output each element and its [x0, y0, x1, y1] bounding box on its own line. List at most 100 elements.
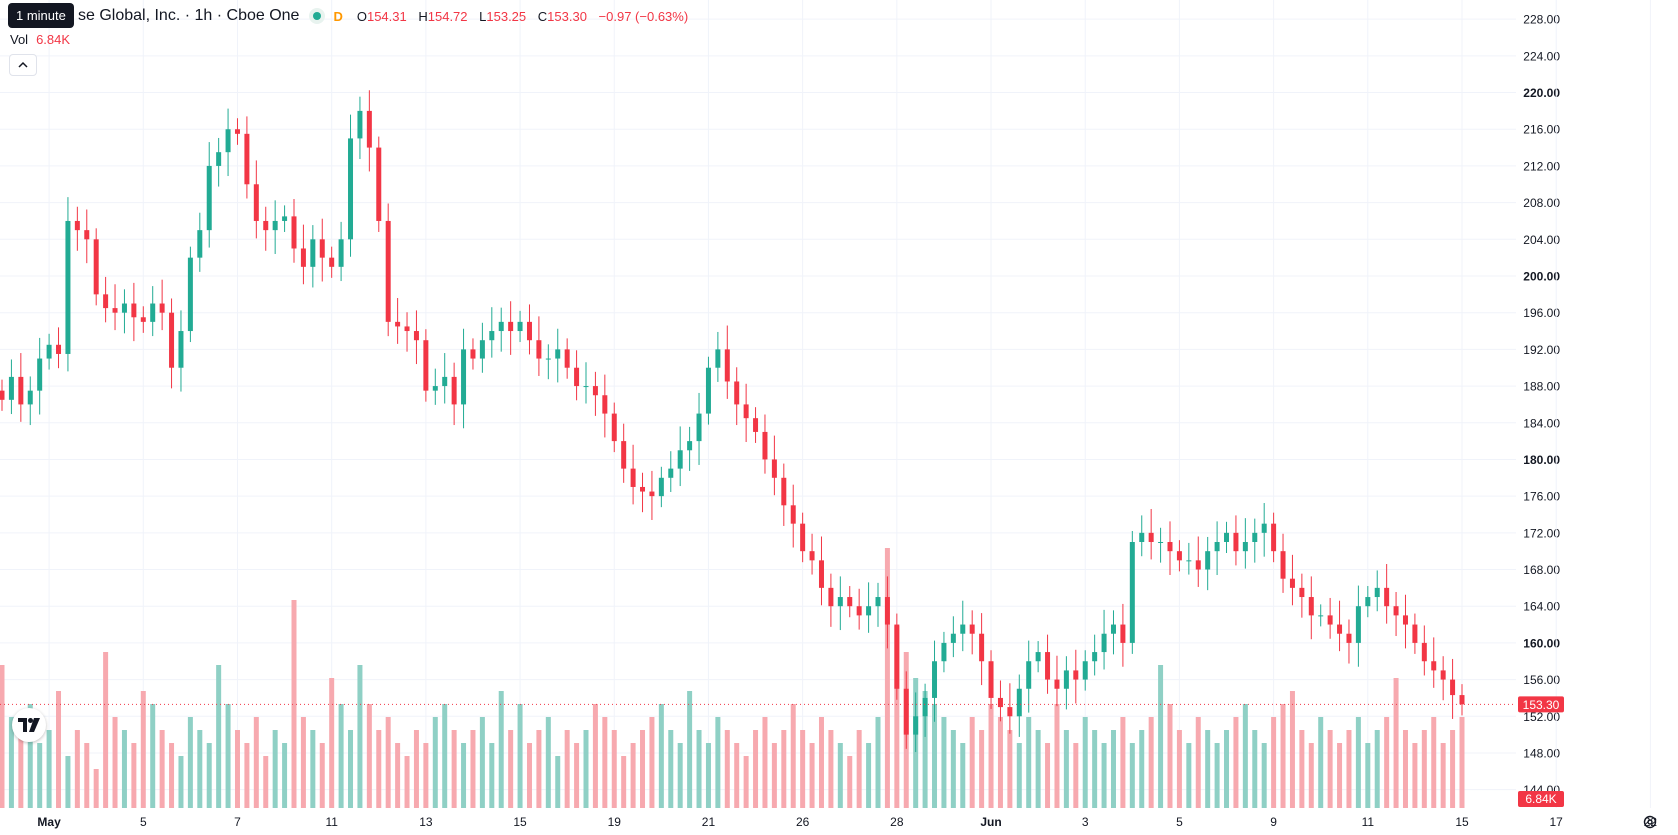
candle-body — [385, 220, 391, 322]
candle-body — [1092, 652, 1098, 662]
volume-bar — [1026, 717, 1032, 808]
candle-body — [187, 257, 193, 332]
candle-body — [263, 220, 269, 231]
candle-body — [1308, 597, 1314, 616]
candle-body — [1016, 688, 1022, 717]
candle-body — [140, 317, 146, 322]
volume-bar — [592, 704, 598, 808]
volume-bar — [37, 743, 43, 808]
candle-body — [1035, 652, 1041, 662]
y-tick-label: 220.00 — [1523, 86, 1560, 100]
candle-body — [253, 184, 259, 221]
candle-body — [206, 165, 212, 231]
volume-bar — [413, 730, 419, 808]
candle-body — [979, 633, 985, 662]
candle-body — [272, 220, 278, 231]
volume-bar — [395, 743, 401, 808]
candle-body — [131, 303, 137, 318]
candle-body — [574, 367, 580, 387]
x-tick-label: 7 — [234, 815, 241, 829]
candle-body — [357, 110, 363, 139]
candle-body — [18, 376, 24, 405]
low-key: L — [479, 8, 487, 24]
symbol-title[interactable]: se Global, Inc. · 1h · Cboe One — [78, 7, 300, 24]
candle-body — [37, 358, 43, 391]
volume-bar — [1318, 717, 1324, 808]
volume-bar — [508, 730, 514, 808]
candle-body — [668, 468, 674, 478]
candle-body — [696, 413, 702, 442]
volume-bar — [875, 717, 881, 808]
volume-bar — [27, 704, 33, 808]
candle-body — [621, 441, 627, 469]
volume-bar — [197, 730, 203, 808]
candle-body — [150, 303, 156, 322]
volume-bar — [1252, 730, 1258, 808]
tradingview-logo-icon[interactable] — [12, 708, 46, 742]
volume-bar — [234, 730, 240, 808]
volume-bar — [1346, 730, 1352, 808]
close-value: 153.30 — [547, 8, 587, 24]
candle-body — [1450, 679, 1456, 696]
candle-body — [1252, 532, 1258, 542]
open-key: O — [356, 8, 367, 24]
candle-body — [677, 450, 683, 469]
y-tick-label: 160.00 — [1523, 636, 1560, 650]
y-tick-label: 196.00 — [1523, 306, 1560, 320]
volume-bar — [517, 704, 523, 808]
y-tick-label: 224.00 — [1523, 49, 1560, 63]
volume-bar — [18, 730, 24, 808]
volume-bar — [1148, 717, 1154, 808]
volume-bar — [818, 717, 824, 808]
candle-body — [762, 431, 768, 460]
candle-body — [536, 340, 542, 359]
candle-body — [1337, 624, 1343, 634]
candle-body — [922, 697, 928, 717]
volume-bar — [1120, 717, 1126, 808]
volume-bar — [555, 756, 561, 808]
volume-bar — [461, 743, 467, 808]
volume-bar — [950, 730, 956, 808]
candle-body — [1120, 624, 1126, 643]
volume-bar — [545, 717, 551, 808]
candle-body — [74, 220, 80, 231]
market-status-icon[interactable] — [309, 8, 326, 24]
volume-bar — [1365, 743, 1371, 808]
candle-body — [1224, 532, 1230, 542]
volume-bar — [1195, 717, 1201, 808]
candle-body — [1421, 642, 1427, 662]
volume-bar — [329, 678, 335, 808]
volume-bar — [1450, 730, 1456, 808]
volume-bar — [140, 691, 146, 808]
x-tick-label: 26 — [796, 815, 810, 829]
candle-body — [1233, 532, 1239, 552]
volume-bar — [300, 717, 306, 808]
volume-bar — [291, 600, 297, 808]
chart-legend: se Global, Inc. · 1h · Cboe One D O154.3… — [78, 7, 696, 25]
volume-bar — [781, 730, 787, 808]
candle-body — [734, 381, 740, 405]
candle-body — [225, 129, 231, 153]
volume-bar — [1431, 717, 1437, 808]
candle-body — [1271, 523, 1277, 552]
open-value: 154.31 — [366, 8, 407, 24]
candle-body — [489, 331, 495, 341]
delayed-data-badge[interactable]: D — [333, 8, 343, 24]
gear-icon[interactable] — [1640, 812, 1660, 832]
x-tick-label: 21 — [702, 815, 716, 829]
volume-bar — [385, 717, 391, 808]
candle-body — [969, 624, 975, 634]
candle-body — [93, 239, 99, 295]
volume-bar — [442, 704, 448, 808]
chevron-up-icon — [18, 61, 28, 68]
volume-bar — [1045, 743, 1051, 808]
candle-body — [1280, 551, 1286, 579]
last-volume-badge — [1518, 791, 1564, 807]
candle-body — [950, 633, 956, 643]
volume-bar — [376, 730, 382, 808]
candle-body — [630, 468, 636, 487]
volume-bar — [866, 743, 872, 808]
candle-body — [1384, 587, 1390, 607]
collapse-legend-button[interactable] — [9, 54, 37, 76]
